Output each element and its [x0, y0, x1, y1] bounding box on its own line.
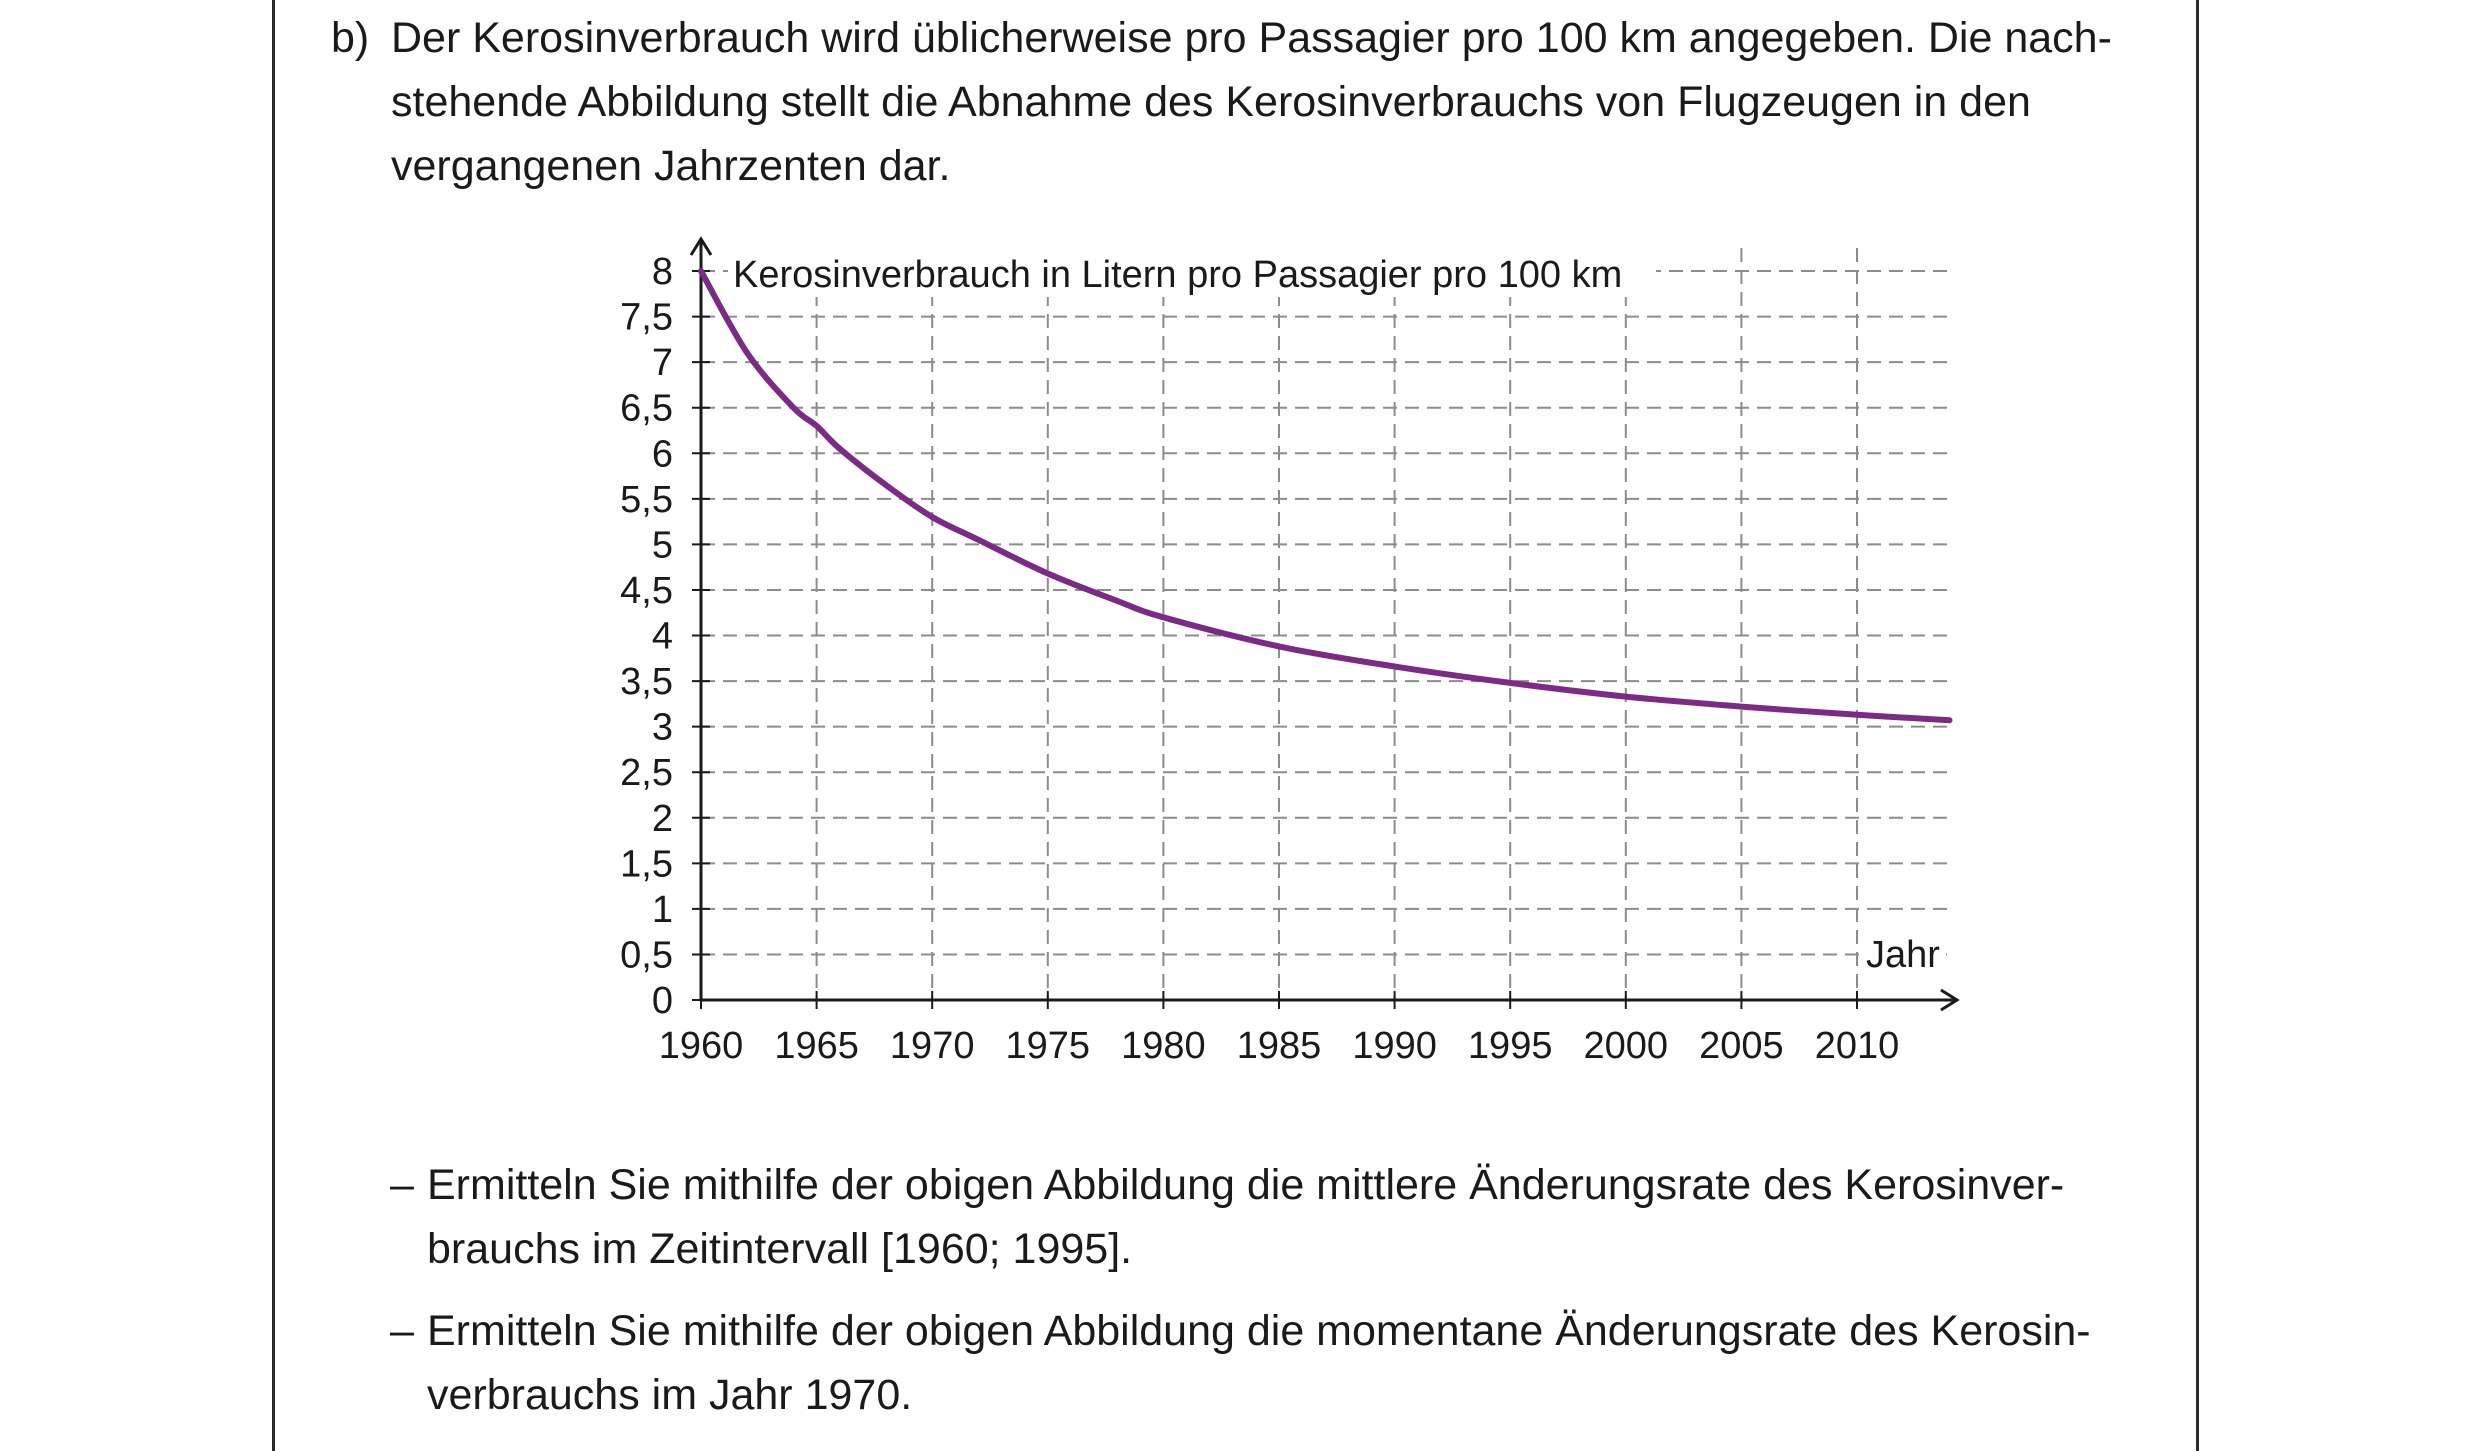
y-tick-label: 4 — [652, 616, 673, 658]
task-label: b) — [331, 14, 370, 62]
chart-ticks: 00,511,522,533,544,555,566,577,58 1960 196… — [620, 251, 1899, 1067]
y-tick-label: 0,5 — [620, 934, 673, 976]
list-dash: – — [390, 1307, 414, 1355]
x-axis-label-background — [1864, 930, 1946, 974]
x-tick-label: 1960 — [659, 1025, 744, 1067]
y-tick-label: 5,5 — [620, 479, 673, 521]
x-tick-label: 1980 — [1121, 1025, 1206, 1067]
x-tick-label: 2005 — [1699, 1025, 1784, 1067]
question-line: brauchs im Zeitintervall [1960; 1995]. — [427, 1225, 1133, 1273]
intro-line: Der Kerosinverbrauch wird üblicherweise … — [391, 14, 2112, 62]
y-tick-label: 6 — [652, 433, 673, 475]
kerosene-consumption-line — [698, 268, 1953, 724]
y-tick-label: 2,5 — [620, 752, 673, 794]
frame-right-border — [2196, 0, 2199, 1451]
x-tick-label: 2010 — [1815, 1025, 1900, 1067]
y-tick-label: 4,5 — [620, 570, 673, 612]
question-line: Ermitteln Sie mithilfe der obigen Abbild… — [427, 1161, 2065, 1209]
kerosene-consumption-chart: 00,511,522,533,544,555,566,577,58 1960 196… — [620, 236, 1960, 1067]
frame-left-border — [272, 0, 275, 1451]
y-tick-label: 7 — [652, 342, 673, 384]
x-tick-label: 2000 — [1584, 1025, 1669, 1067]
x-axis-arrow-icon — [1940, 988, 1960, 1012]
x-axis-label: Jahr — [1866, 934, 1940, 976]
y-tick-label: 8 — [652, 251, 673, 293]
x-tick-label: 1975 — [1006, 1025, 1091, 1067]
y-axis-label-background — [728, 247, 1656, 297]
intro-line: stehende Abbildung stellt die Abnahme de… — [391, 78, 2031, 126]
x-tick-label: 1990 — [1352, 1025, 1437, 1067]
question-line: verbrauchs im Jahr 1970. — [427, 1371, 913, 1419]
intro-line: vergangenen Jahrzenten dar. — [391, 142, 951, 190]
task-intro: Der Kerosinverbrauch wird üblicherweise … — [391, 6, 2191, 198]
x-tick-label: 1995 — [1468, 1025, 1553, 1067]
x-tick-label: 1970 — [890, 1025, 975, 1067]
y-axis-arrow-icon — [689, 236, 713, 256]
chart-series — [698, 268, 1953, 724]
y-tick-label: 2 — [652, 798, 673, 840]
question-item: – Ermitteln Sie mithilfe der obigen Abbi… — [390, 1299, 2190, 1427]
y-tick-label: 0 — [652, 980, 673, 1022]
question-line: Ermitteln Sie mithilfe der obigen Abbild… — [427, 1307, 2091, 1355]
y-tick-label: 1,5 — [620, 843, 673, 885]
y-tick-label: 3 — [652, 707, 673, 749]
y-tick-label: 7,5 — [620, 297, 673, 339]
y-tick-label: 1 — [652, 889, 673, 931]
list-dash: – — [390, 1161, 414, 1209]
question-item: – Ermitteln Sie mithilfe der obigen Abbi… — [390, 1153, 2190, 1281]
y-tick-label: 5 — [652, 524, 673, 566]
x-tick-label: 1985 — [1237, 1025, 1322, 1067]
y-tick-label: 3,5 — [620, 661, 673, 703]
y-tick-label: 6,5 — [620, 388, 673, 430]
chart-grid — [701, 248, 1951, 1000]
chart-axes — [689, 236, 1960, 1012]
x-tick-label: 1965 — [774, 1025, 859, 1067]
y-axis-label: Kerosinverbrauch in Litern pro Passagier… — [733, 254, 1622, 296]
chart-labels: Kerosinverbrauch in Litern pro Passagier… — [728, 247, 1946, 976]
questions-list: – Ermitteln Sie mithilfe der obigen Abbi… — [390, 1153, 2190, 1445]
